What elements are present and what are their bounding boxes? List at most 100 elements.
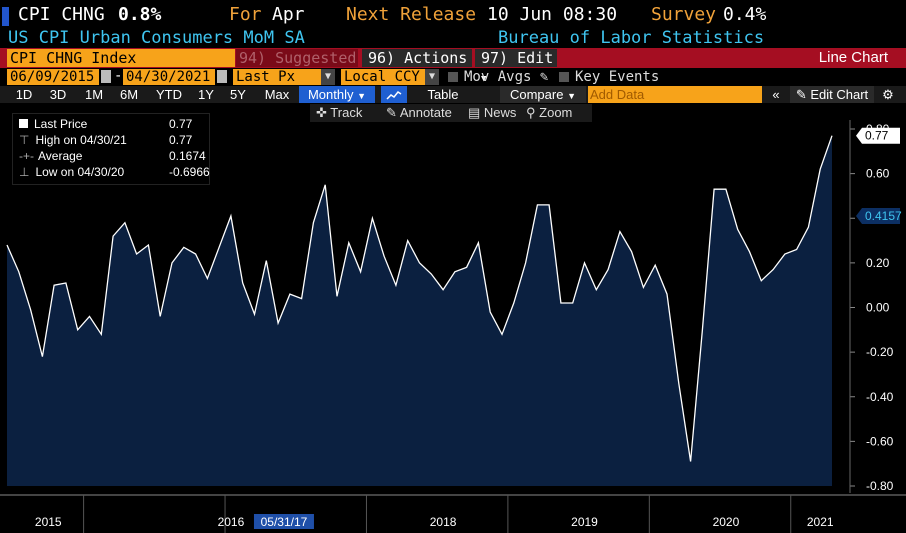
period-1d[interactable]: 1D [15, 87, 33, 102]
legend-last-price[interactable]: Last Price 0.77 [19, 116, 192, 132]
legend-high-value: 0.77 [169, 133, 193, 147]
last-value-marker-text: 0.77 [865, 129, 889, 143]
news-label: News [483, 105, 517, 120]
x-tick-label: 2016 [218, 515, 245, 529]
frequency-chevron-icon: ▼ [357, 91, 367, 101]
annotate-button[interactable]: ✎ Annotate [386, 104, 452, 122]
security-marker [2, 7, 9, 26]
x-tick-label: 2018 [430, 515, 457, 529]
period-max[interactable]: Max [264, 87, 290, 102]
next-release-label: Next Release [346, 4, 477, 25]
price-type-dropdown-icon[interactable]: ▼ [321, 69, 335, 85]
index-name-field[interactable]: CPI CHNG Index [7, 49, 235, 67]
header-row-1: CPI CHNG 0.8% For Apr Next Release 10 Ju… [0, 4, 906, 28]
date-separator: - [114, 68, 123, 84]
annotate-pencil-icon: ✎ [386, 105, 397, 120]
legend-average-value: 0.1674 [169, 149, 206, 163]
date-range-row: 06/09/2015 - 04/30/2021 Last Px ▼ Local … [0, 68, 906, 86]
for-label: For [229, 4, 262, 25]
y-tick-label: -0.40 [866, 390, 894, 404]
x-tick-label: 05/31/17 [261, 515, 308, 529]
series-area [7, 135, 832, 486]
period-row: 1D 3D 1M 6M YTD 1Y 5Y Max Monthly ▼ Tabl… [0, 86, 906, 103]
ticker-value: 0.8% [118, 4, 162, 25]
pencil-icon[interactable]: ✎ [539, 69, 549, 85]
series-line [6, 135, 833, 462]
zoom-button[interactable]: ⚲ Zoom [526, 104, 572, 122]
mov-avgs-toggle[interactable]: Mov Avgs ✎ [448, 69, 548, 85]
x-axis-band [0, 495, 906, 533]
x-tick-label: 2020 [713, 515, 740, 529]
line-chart-icon[interactable] [381, 86, 407, 103]
y-axis: -0.80-0.60-0.40-0.200.000.200.400.600.80 [849, 120, 894, 493]
key-events-label: Key Events [575, 69, 660, 85]
legend-low-label: Low on 04/30/20 [35, 165, 125, 179]
ticker-label: CPI CHNG [18, 4, 105, 25]
currency-field[interactable]: Local CCY [341, 69, 439, 85]
start-date-field[interactable]: 06/09/2015 [7, 69, 99, 85]
key-events-toggle[interactable]: Key Events [559, 69, 659, 85]
period-5y[interactable]: 5Y [230, 87, 246, 102]
magnifier-icon: ⚲ [526, 105, 536, 120]
edit-chart-button[interactable]: ✎ Edit Chart [790, 86, 874, 103]
edit-label: 97) Edit [481, 49, 554, 67]
cpi-chart[interactable]: -0.80-0.60-0.40-0.200.000.200.400.600.80… [0, 120, 906, 533]
key-events-checkbox[interactable] [559, 72, 569, 82]
high-marker-icon: ⊤ [19, 133, 30, 147]
period-1m[interactable]: 1M [84, 87, 104, 102]
news-icon: ▤ [468, 105, 481, 120]
period-ytd[interactable]: YTD [156, 87, 182, 102]
add-data-input[interactable]: Add Data [588, 86, 762, 103]
legend-low-value: -0.6966 [169, 165, 210, 179]
legend-low: ⊥ Low on 04/30/20 -0.6966 [19, 164, 210, 180]
actions-menu[interactable]: 96) Actions ▼ [362, 49, 472, 84]
survey-label: Survey [651, 4, 717, 25]
low-marker-icon: ⊥ [19, 165, 30, 179]
period-3d[interactable]: 3D [49, 87, 67, 102]
average-value-marker-text: 0.4157 [865, 209, 902, 223]
table-button[interactable]: Table [427, 87, 459, 102]
end-date-field[interactable]: 04/30/2021 [123, 69, 215, 85]
edit-chart-label: Edit Chart [810, 87, 869, 102]
end-calendar-icon[interactable] [217, 70, 227, 83]
compare-dropdown[interactable]: Compare ▼ [500, 86, 586, 103]
edit-chart-pencil-icon: ✎ [795, 87, 807, 102]
mov-avgs-checkbox[interactable] [448, 72, 458, 82]
legend-last-price-label: Last Price [34, 117, 88, 131]
legend-average: -+- Average 0.1674 [19, 148, 206, 164]
track-button[interactable]: ✜ Track [316, 104, 362, 122]
average-value-marker-box [856, 208, 900, 225]
compare-chevron-icon: ▼ [567, 91, 576, 101]
y-tick-label: 0.20 [866, 256, 890, 270]
actions-label: 96) Actions [368, 49, 468, 67]
chart-tools-bar: ✜ Track ✎ Annotate ▤ News ⚲ Zoom [310, 104, 592, 122]
collapse-icon[interactable]: « [772, 87, 780, 102]
line-chart-icon-glyph [386, 91, 402, 100]
period-1y[interactable]: 1Y [198, 87, 214, 102]
news-button[interactable]: ▤ News [468, 104, 516, 122]
annotate-label: Annotate [399, 105, 452, 120]
suggested-charts-button[interactable]: 94) Suggested Charts [236, 49, 358, 67]
zoom-label: Zoom [539, 105, 573, 120]
period-6m[interactable]: 6M [119, 87, 139, 102]
frequency-dropdown[interactable]: Monthly ▼ [299, 86, 375, 103]
currency-dropdown-icon[interactable]: ▼ [425, 69, 439, 85]
x-tick-label: 2021 [807, 515, 834, 529]
price-type-field[interactable]: Last Px [233, 69, 335, 85]
edit-menu[interactable]: 97) Edit ▼ [475, 49, 557, 84]
legend-average-label: Average [38, 149, 83, 163]
legend-last-price-value: 0.77 [169, 117, 193, 131]
chart-toolbar: CPI CHNG Index 94) Suggested Charts 96) … [0, 48, 906, 84]
series-description: US CPI Urban Consumers MoM SA [8, 28, 305, 48]
for-value: Apr [272, 4, 305, 25]
y-tick-label: 0.60 [866, 167, 890, 181]
chart-type-label: Line Chart [818, 49, 888, 66]
survey-value: 0.4% [723, 4, 767, 25]
start-calendar-icon[interactable] [101, 70, 111, 83]
x-tick-label: 2019 [571, 515, 598, 529]
settings-gear-icon[interactable]: ⚙ [882, 87, 894, 102]
y-tick-label: -0.60 [866, 434, 894, 448]
compare-label: Compare [509, 87, 564, 102]
series-source: Bureau of Labor Statistics [498, 28, 765, 48]
average-marker-icon: -+- [19, 149, 34, 163]
